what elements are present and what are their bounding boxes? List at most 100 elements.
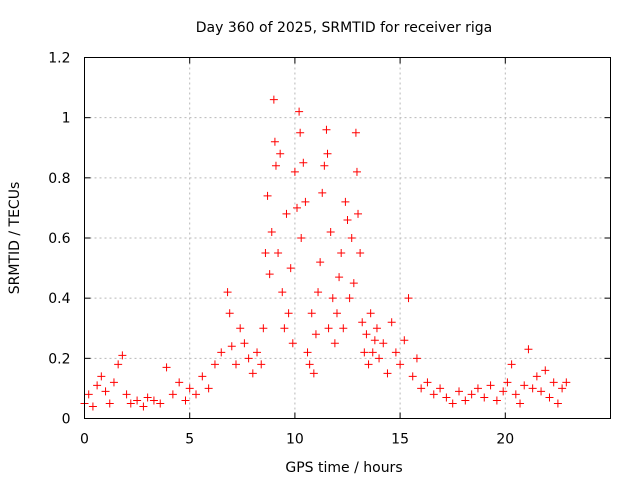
data-point — [118, 351, 127, 360]
data-point — [143, 393, 152, 402]
data-point — [532, 372, 541, 381]
data-point — [511, 390, 520, 399]
data-point — [364, 360, 373, 369]
chart-title: Day 360 of 2025, SRMTID for receiver rig… — [196, 20, 493, 36]
data-point — [396, 360, 405, 369]
data-point — [257, 360, 266, 369]
data-points — [80, 95, 571, 411]
data-point — [335, 273, 344, 282]
data-point — [558, 384, 567, 393]
data-point — [217, 348, 226, 357]
data-point — [345, 294, 354, 303]
data-point — [520, 381, 529, 390]
data-point — [149, 396, 158, 405]
data-point — [311, 330, 320, 339]
data-point — [429, 390, 438, 399]
data-point — [524, 345, 533, 354]
data-point — [553, 399, 562, 408]
data-point — [400, 336, 409, 345]
data-point — [354, 209, 363, 218]
data-point — [467, 390, 476, 399]
y-tick-label: 1.2 — [48, 51, 70, 67]
data-point — [259, 324, 268, 333]
data-point — [473, 384, 482, 393]
data-point — [301, 197, 310, 206]
data-point — [375, 354, 384, 363]
data-point — [290, 167, 299, 176]
y-tick-label: 0 — [62, 412, 71, 428]
data-point — [253, 348, 262, 357]
data-point — [370, 336, 379, 345]
data-point — [168, 390, 177, 399]
y-tick-label: 0.6 — [48, 231, 70, 247]
data-point — [278, 288, 287, 297]
axis-ticks: 0 0.2 0.4 0.6 0.8 1 1.2 0 5 10 15 20 — [48, 51, 611, 448]
data-point — [320, 161, 329, 170]
data-point — [270, 137, 279, 146]
data-point — [192, 390, 201, 399]
data-point — [499, 387, 508, 396]
data-point — [162, 363, 171, 372]
data-point — [139, 402, 148, 411]
data-point — [114, 360, 123, 369]
data-point — [286, 264, 295, 273]
data-point — [486, 381, 495, 390]
data-point — [101, 387, 110, 396]
data-point — [352, 167, 361, 176]
data-point — [296, 128, 305, 137]
data-point — [387, 318, 396, 327]
data-point — [204, 384, 213, 393]
data-point — [236, 324, 245, 333]
plot-frame — [84, 57, 611, 419]
x-tick-label: 5 — [185, 432, 194, 448]
data-point — [282, 209, 291, 218]
data-point — [265, 270, 274, 279]
data-point — [126, 399, 135, 408]
data-point — [339, 324, 348, 333]
data-point — [537, 387, 546, 396]
data-point — [541, 366, 550, 375]
x-tick-label: 0 — [80, 432, 89, 448]
y-tick-label: 0.2 — [48, 351, 70, 367]
data-point — [185, 384, 194, 393]
data-point — [343, 215, 352, 224]
y-tick-label: 0.8 — [48, 171, 70, 187]
data-point — [528, 384, 537, 393]
data-point — [351, 128, 360, 137]
data-point — [368, 348, 377, 357]
data-point — [93, 381, 102, 390]
data-point — [362, 330, 371, 339]
data-point — [503, 378, 512, 387]
data-point — [461, 396, 470, 405]
data-point — [175, 378, 184, 387]
data-point — [231, 360, 240, 369]
data-point — [309, 369, 318, 378]
data-point — [337, 249, 346, 258]
grid-lines — [84, 57, 611, 419]
data-point — [372, 324, 381, 333]
data-point — [442, 393, 451, 402]
data-point — [227, 342, 236, 351]
data-point — [330, 339, 339, 348]
data-point — [284, 309, 293, 318]
data-point — [356, 249, 365, 258]
data-point — [293, 203, 302, 212]
data-point — [248, 369, 257, 378]
data-point — [267, 227, 276, 236]
data-point — [562, 378, 571, 387]
data-point — [492, 396, 501, 405]
data-point — [305, 360, 314, 369]
data-point — [423, 378, 432, 387]
data-point — [261, 249, 270, 258]
data-point — [349, 279, 358, 288]
data-point — [436, 384, 445, 393]
data-point — [323, 149, 332, 158]
x-tick-label: 20 — [496, 432, 514, 448]
data-point — [383, 369, 392, 378]
data-point — [210, 360, 219, 369]
data-point — [181, 396, 190, 405]
data-point — [417, 384, 426, 393]
data-point — [404, 294, 413, 303]
data-point — [240, 339, 249, 348]
data-point — [97, 372, 106, 381]
